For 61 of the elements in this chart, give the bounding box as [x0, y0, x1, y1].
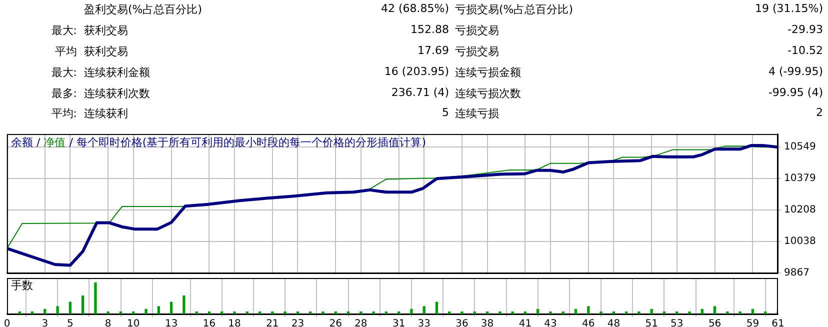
text: 16 (203.95) — [384, 65, 449, 78]
text: 最大: — [51, 23, 77, 38]
text: -99.95 (4) — [768, 86, 823, 99]
text: 4 (-99.95) — [768, 65, 823, 78]
x-tick-label: 8 — [104, 318, 112, 327]
x-tick-label: 3 — [42, 318, 48, 327]
text: 2 — [816, 106, 823, 119]
x-tick-label: 33 — [418, 318, 430, 327]
text: 连续获利 — [84, 106, 128, 121]
y-tick-label: 9867 — [784, 268, 810, 279]
text: 获利交易 — [84, 23, 128, 38]
y-tick-label: 10038 — [784, 236, 816, 248]
text: 亏损交易(%占总百分比) — [455, 2, 574, 17]
x-tick-label: 56 — [708, 318, 722, 327]
x-tick-label: 51 — [645, 318, 658, 327]
text: 152.88 — [410, 23, 449, 36]
x-tick-label: 48 — [607, 318, 620, 327]
x-tick-label: 23 — [291, 318, 304, 327]
x-tick-label: 61 — [772, 318, 784, 327]
text: 236.71 (4) — [391, 86, 449, 99]
x-tick-label: 10 — [127, 318, 140, 327]
x-tick-label: 41 — [518, 318, 532, 327]
x-tick-label: 31 — [392, 318, 406, 327]
x-tick-label: 21 — [266, 318, 279, 327]
x-tick-label: 38 — [480, 318, 494, 327]
text: 平均 — [55, 44, 77, 59]
text: 亏损交易 — [455, 23, 499, 38]
text: 19 (31.15%) — [754, 2, 823, 15]
x-tick-label: 18 — [228, 318, 241, 327]
x-tick-label: 5 — [67, 318, 74, 327]
text: 连续亏损金额 — [455, 65, 521, 80]
x-tick-label: 46 — [582, 318, 595, 327]
text: 连续亏损次数 — [455, 86, 521, 101]
text: 最多: — [51, 86, 77, 101]
x-tick-label: 43 — [544, 318, 557, 327]
x-tick-label: 26 — [329, 318, 342, 327]
x-tick-label: 53 — [670, 318, 684, 327]
text: 连续获利金额 — [84, 65, 150, 80]
x-tick-label: 36 — [456, 318, 468, 327]
chart-title: 手数 — [11, 278, 33, 292]
chart-title: 余额 / 净值 / 每个即时价格(基于所有可利用的最小时段的每一个价格的分形插值计算) — [11, 136, 426, 149]
text: 42 (68.85%) — [380, 2, 449, 15]
text: -29.93 — [788, 23, 823, 36]
y-tick-label: 10549 — [784, 142, 816, 153]
text: 5 — [442, 106, 449, 119]
text: -10.52 — [788, 44, 823, 57]
text: 获利交易 — [84, 44, 128, 59]
y-tick-label: 10208 — [784, 204, 816, 216]
x-tick-label: 59 — [746, 318, 760, 327]
x-tick-label: 13 — [164, 318, 178, 327]
text: 连续亏损 — [455, 106, 499, 121]
text: 连续获利次数 — [84, 86, 150, 101]
text: 最大: — [51, 65, 77, 80]
y-tick-label: 10379 — [784, 173, 816, 184]
text: 17.69 — [418, 44, 449, 57]
x-tick-label: 0 — [4, 318, 10, 327]
x-tick-label: 28 — [354, 318, 368, 327]
text: 亏损交易 — [455, 44, 499, 59]
text: 平均: — [51, 106, 77, 121]
x-tick-label: 16 — [202, 318, 216, 327]
text: 盈利交易(%占总百分比) — [84, 2, 202, 17]
